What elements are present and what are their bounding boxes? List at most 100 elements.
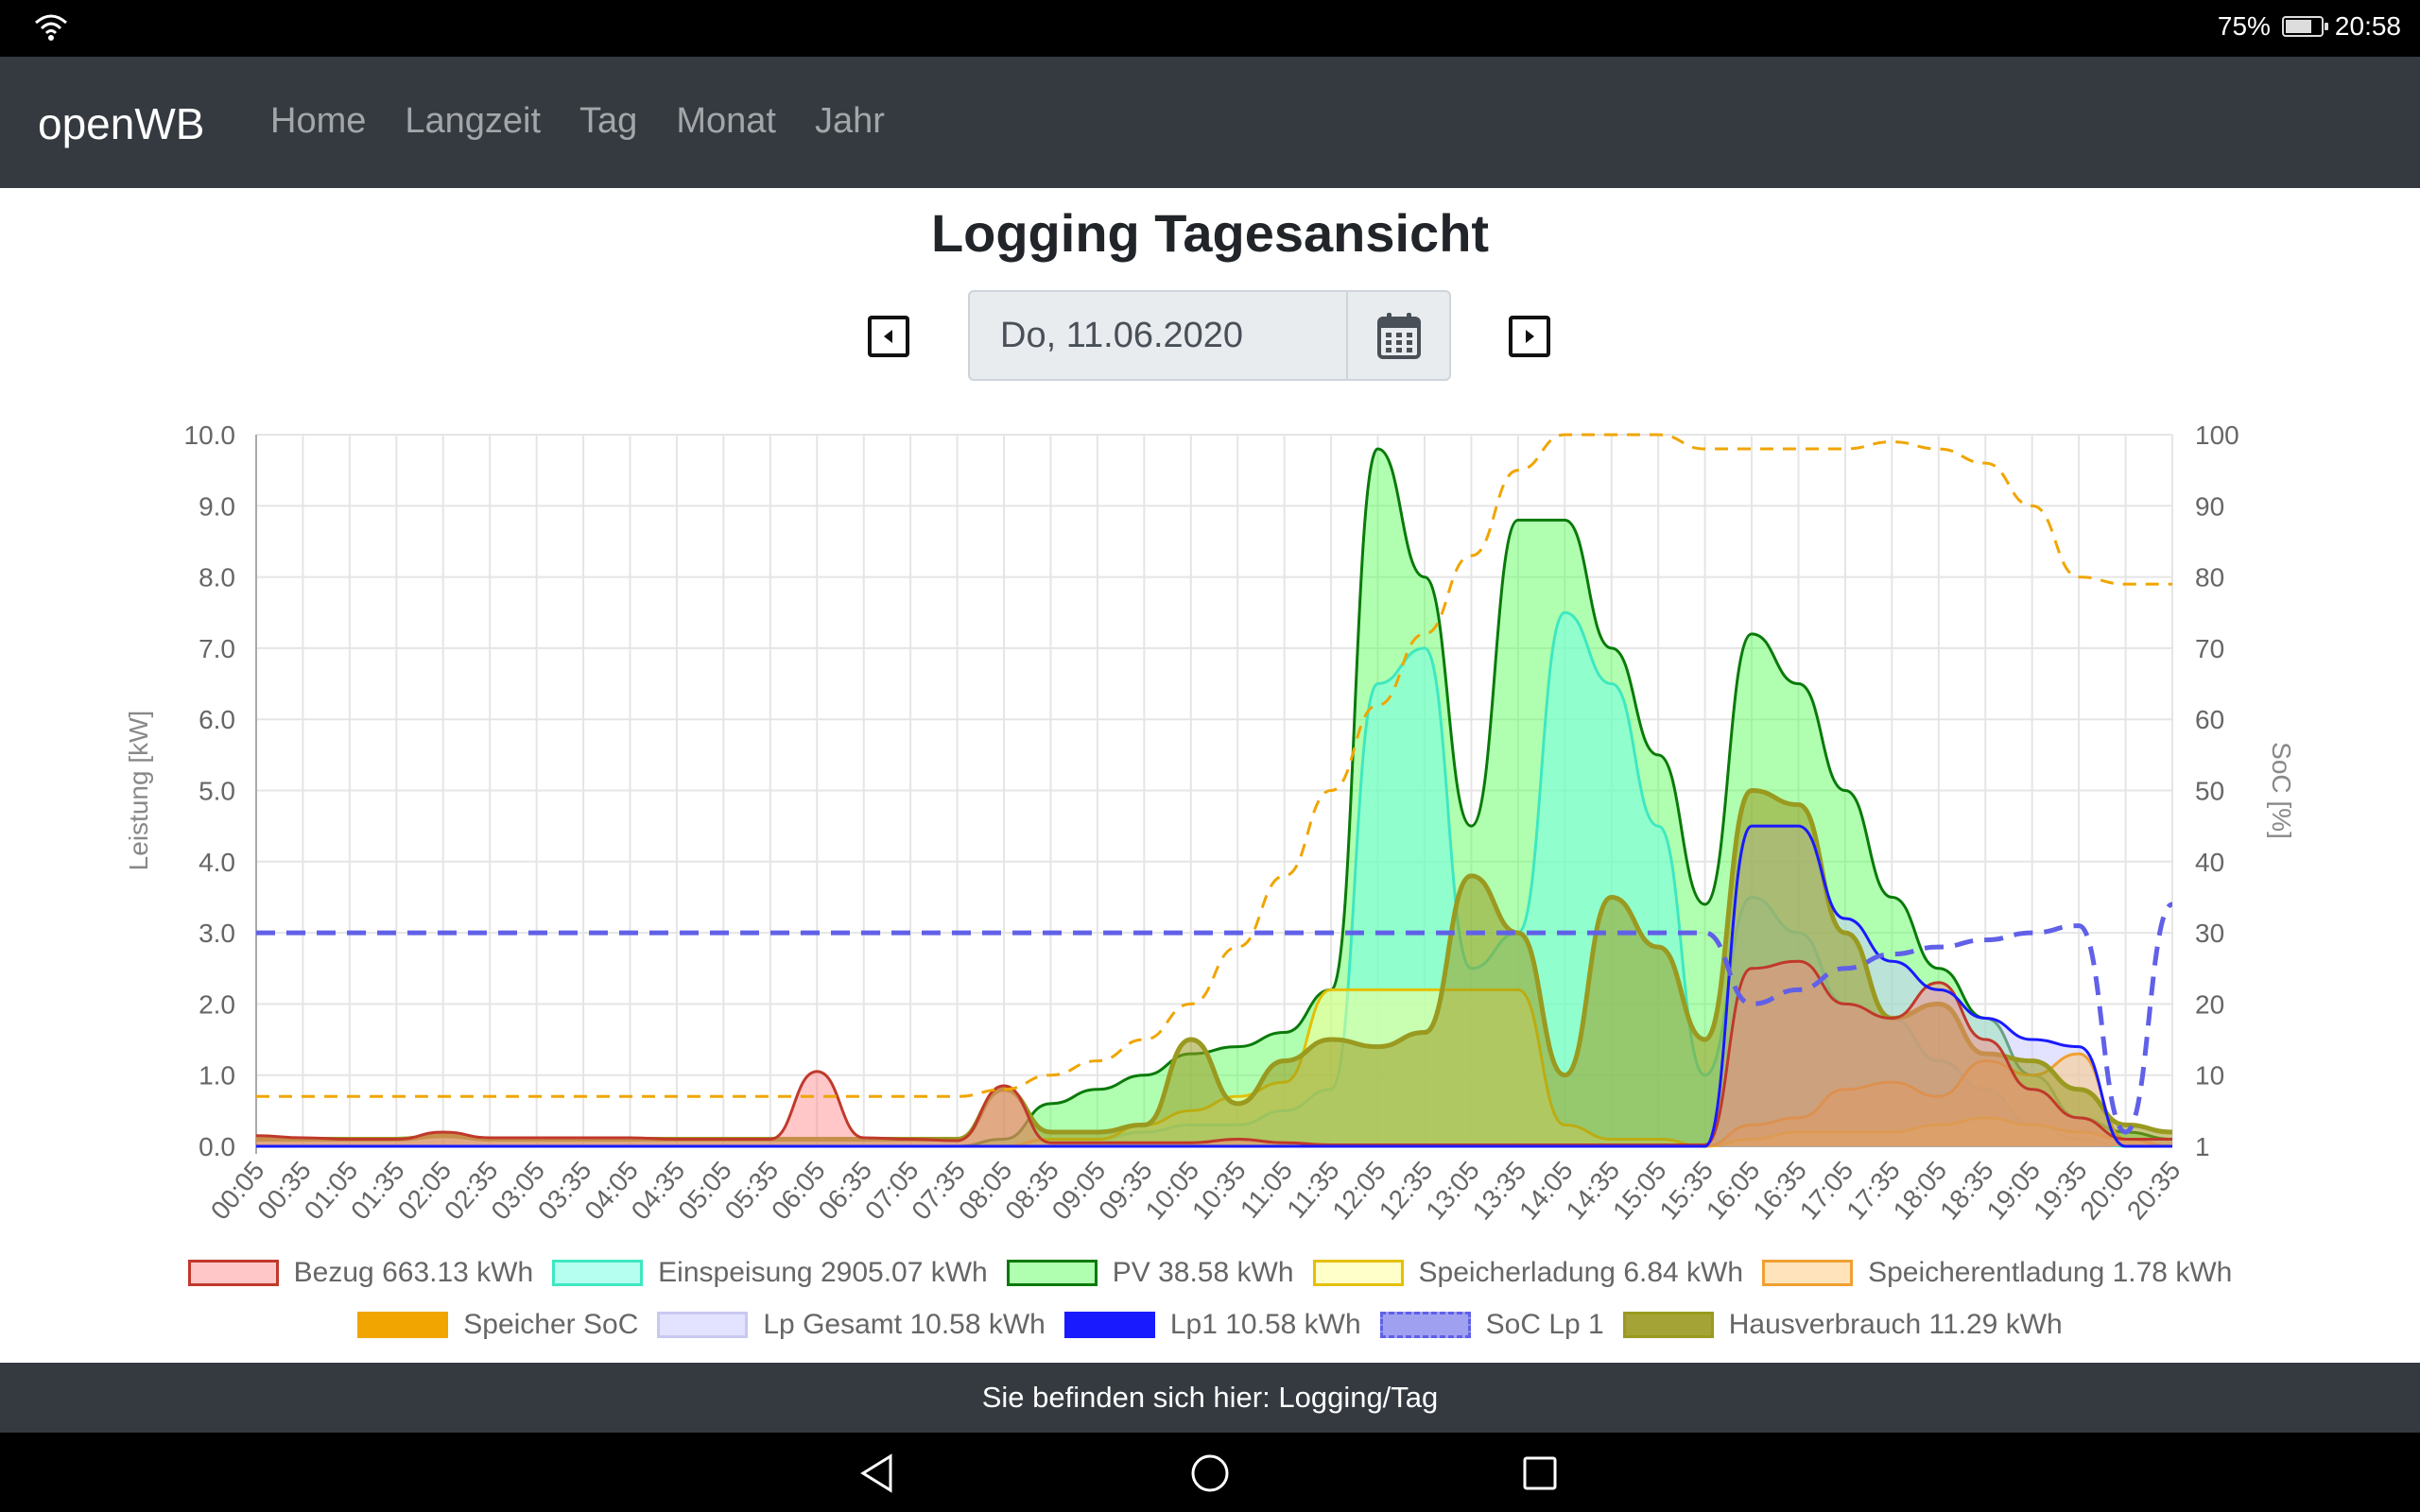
legend-lp-gesamt[interactable]: Lp Gesamt 10.58 kWh [657,1309,1046,1341]
x-tick-label: 16:35 [1747,1156,1812,1226]
calendar-icon [1376,313,1421,359]
nav-home[interactable]: Home [270,101,367,141]
y2-tick-label: 20 [2195,989,2224,1019]
legend-pv[interactable]: PV 38.58 kWh [1006,1257,1294,1289]
x-tick-label: 08:35 [999,1156,1064,1226]
legend-hausverbrauch[interactable]: Hausverbrauch 11.29 kWh [1622,1309,2063,1341]
series-area [256,961,2172,1146]
y-tick-label: 3.0 [199,919,235,948]
legend-speicherentladung[interactable]: Speicherentladung 1.78 kWh [1762,1257,2232,1289]
legend-swatch [1006,1260,1098,1286]
recent-apps-icon[interactable] [1522,1455,1558,1491]
x-tick-label: 10:05 [1140,1156,1205,1226]
x-tick-label: 05:05 [672,1156,737,1226]
legend-swatch [552,1260,644,1286]
legend-swatch [187,1260,279,1286]
brand-logo[interactable]: openWB [38,99,205,148]
y-tick-label: 4.0 [199,848,235,877]
x-tick-label: 07:05 [859,1156,925,1226]
y-tick-label: 9.0 [199,491,235,521]
wifi-icon [35,14,67,41]
top-navbar: openWB Home Langzeit Tag Monat Jahr [0,57,2420,188]
nav-langzeit[interactable]: Langzeit [405,101,542,141]
y2-tick-label: 100 [2195,421,2239,450]
next-day-button[interactable] [1509,316,1550,357]
y-tick-label: 1.0 [199,1061,235,1091]
legend-swatch [1762,1260,1854,1286]
series-area [256,449,2172,1146]
series-9 [256,787,2173,1146]
y-axis-title: Leistung [kW] [124,711,153,871]
system-status-bar: 75% 20:58 [0,0,2420,57]
x-tick-label: 06:05 [766,1156,831,1226]
x-tick-label: 10:35 [1186,1156,1252,1226]
battery-percent: 75% [2217,11,2271,41]
x-tick-label: 11:05 [1235,1156,1298,1224]
x-tick-label: 03:35 [532,1156,597,1226]
legend-lp1[interactable]: Lp1 10.58 kWh [1063,1309,1361,1341]
x-tick-label: 17:35 [1841,1156,1906,1226]
legend-speicherladung[interactable]: Speicherladung 6.84 kWh [1312,1257,1743,1289]
legend-swatch [1312,1260,1404,1286]
series-0 [255,959,2172,1146]
series-line [255,959,2172,1146]
y-tick-label: 2.0 [199,989,235,1019]
legend-row-1: Bezug 663.13 kWh Einspeisung 2905.07 kWh… [0,1257,2420,1289]
previous-day-button[interactable] [868,316,909,357]
x-tick-label: 14:05 [1513,1156,1579,1226]
legend-row-2: Speicher SoC Lp Gesamt 10.58 kWh Lp1 10.… [0,1309,2420,1341]
y-tick-label: 5.0 [199,777,235,806]
x-tick-label: 13:35 [1467,1156,1532,1226]
y2-tick-label: 70 [2195,634,2224,663]
y2-tick-label: 80 [2195,563,2224,593]
y-tick-label: 0.0 [199,1132,235,1161]
page-title: Logging Tagesansicht [930,203,1490,263]
nav-tag[interactable]: Tag [579,101,638,141]
legend-speicher-soc[interactable]: Speicher SoC [357,1309,638,1341]
x-tick-label: 19:35 [2028,1156,2093,1226]
y2-tick-label: 50 [2195,777,2224,806]
series-line [256,787,2173,1142]
x-tick-label: 16:05 [1701,1156,1766,1226]
y2-tick-label: 10 [2195,1061,2224,1091]
series-area [256,790,2172,1146]
calendar-button[interactable] [1346,290,1451,381]
x-tick-label: 12:05 [1326,1156,1392,1226]
x-tick-label: 08:05 [953,1156,1018,1226]
x-tick-label: 18:05 [1888,1156,1953,1226]
date-navigation: Do, 11.06.2020 [0,290,2420,381]
legend-swatch [657,1312,749,1338]
nav-jahr[interactable]: Jahr [814,101,885,141]
nav-links: Home Langzeit Tag Monat Jahr [270,101,885,142]
series-5 [256,433,2172,1098]
date-input[interactable]: Do, 11.06.2020 [968,290,1347,381]
x-tick-label: 15:35 [1653,1156,1719,1226]
x-tick-label: 04:05 [579,1156,644,1226]
logging-chart: 0.0 1.0 2.0 3.0 4.0 5.0 6.0 7.0 8.0 9.0 10.0 1 10 20 3… [124,421,2296,1226]
legend-einspeisung[interactable]: Einspeisung 2905.07 kWh [552,1257,988,1289]
clock: 20:58 [2334,11,2401,41]
legend-swatch [357,1312,449,1338]
y2-tick-label: 60 [2195,705,2224,734]
series-8 [256,902,2174,1135]
home-icon[interactable] [1190,1453,1230,1493]
x-tick-label: 01:05 [299,1156,364,1226]
caret-left-icon [884,330,892,343]
y2-tick-label: 1 [2195,1132,2210,1161]
x-tick-label: 18:35 [1934,1156,1999,1226]
x-tick-label: 13:05 [1420,1156,1485,1226]
series-line [256,433,2172,1098]
battery-icon [2281,16,2328,37]
back-icon[interactable] [858,1453,896,1493]
x-tick-label: 12:35 [1374,1156,1439,1226]
series-line [256,902,2174,1135]
footer-breadcrumb: Sie befinden sich hier: Logging/Tag [0,1363,2420,1433]
legend-soc-lp1[interactable]: SoC Lp 1 [1379,1309,1604,1341]
y2-tick-label: 90 [2195,491,2224,521]
legend-swatch [1622,1312,1714,1338]
legend-bezug[interactable]: Bezug 663.13 kWh [187,1257,533,1289]
x-tick-label: 06:35 [813,1156,878,1226]
x-tick-label: 19:05 [1980,1156,2046,1226]
nav-monat[interactable]: Monat [676,101,776,141]
legend-swatch [1063,1312,1155,1338]
